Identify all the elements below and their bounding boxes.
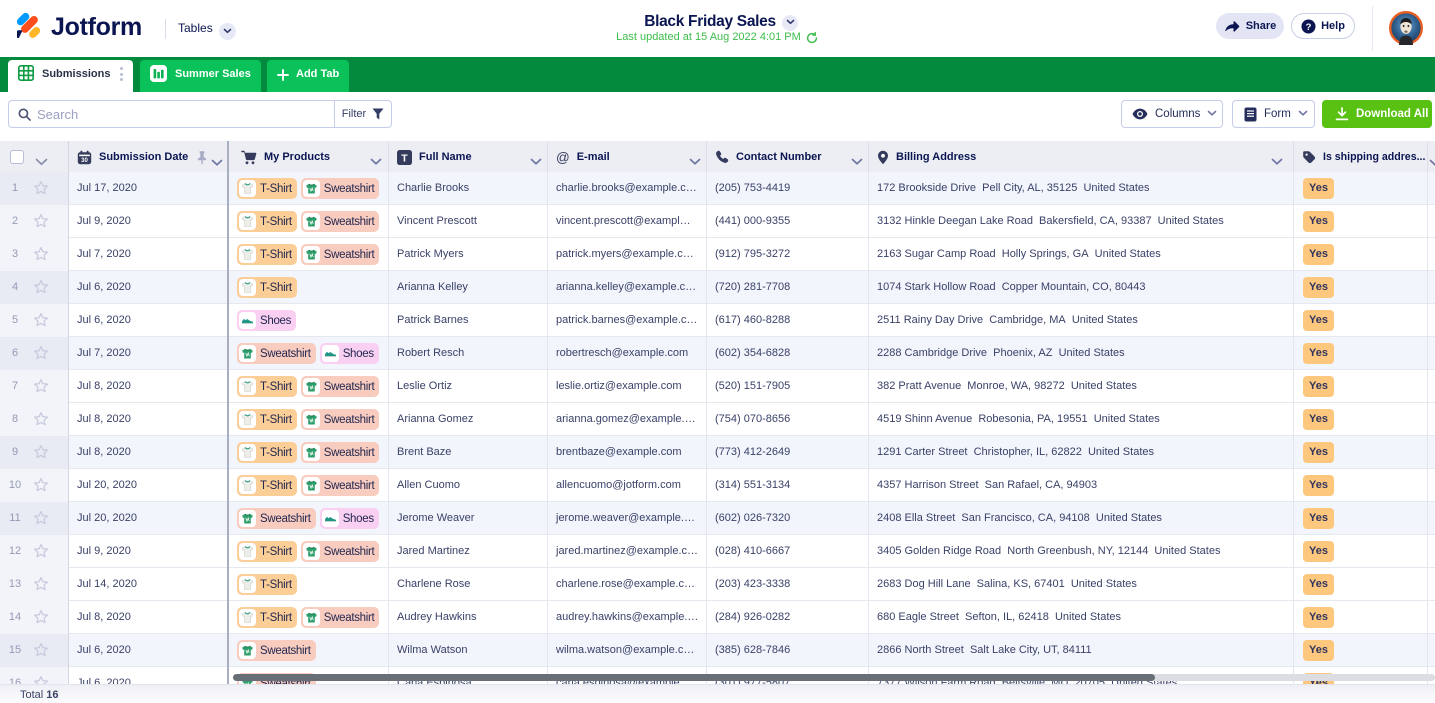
svg-text:?: ? xyxy=(1306,22,1312,33)
svg-text:30: 30 xyxy=(81,158,88,164)
svg-text:T: T xyxy=(401,152,408,164)
